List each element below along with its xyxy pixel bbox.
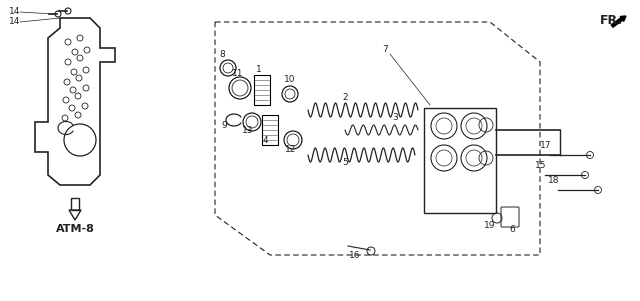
Text: 12: 12: [285, 145, 297, 154]
Text: 18: 18: [548, 176, 560, 185]
Text: 13: 13: [243, 126, 253, 135]
Text: 14: 14: [9, 8, 20, 17]
Text: 2: 2: [342, 93, 348, 102]
Text: 9: 9: [221, 121, 227, 130]
Text: 8: 8: [219, 50, 225, 59]
Bar: [254, 75, 270, 105]
Text: 6: 6: [509, 225, 515, 234]
Text: 1: 1: [256, 65, 262, 74]
Bar: [71, 198, 79, 210]
Text: 16: 16: [349, 251, 361, 260]
Text: 17: 17: [540, 141, 552, 150]
Bar: [424, 108, 496, 213]
Text: 3: 3: [392, 113, 398, 122]
Text: FR.: FR.: [600, 14, 623, 26]
Bar: [262, 115, 278, 145]
Text: 4: 4: [262, 136, 268, 145]
Text: 19: 19: [484, 221, 496, 230]
Text: 7: 7: [382, 45, 388, 54]
FancyArrow shape: [611, 16, 626, 27]
Text: 5: 5: [342, 158, 348, 167]
Text: 11: 11: [232, 69, 244, 78]
Text: 10: 10: [284, 75, 296, 84]
Text: 15: 15: [535, 161, 547, 170]
Text: ATM-8: ATM-8: [56, 224, 95, 234]
Text: 14: 14: [9, 17, 20, 26]
